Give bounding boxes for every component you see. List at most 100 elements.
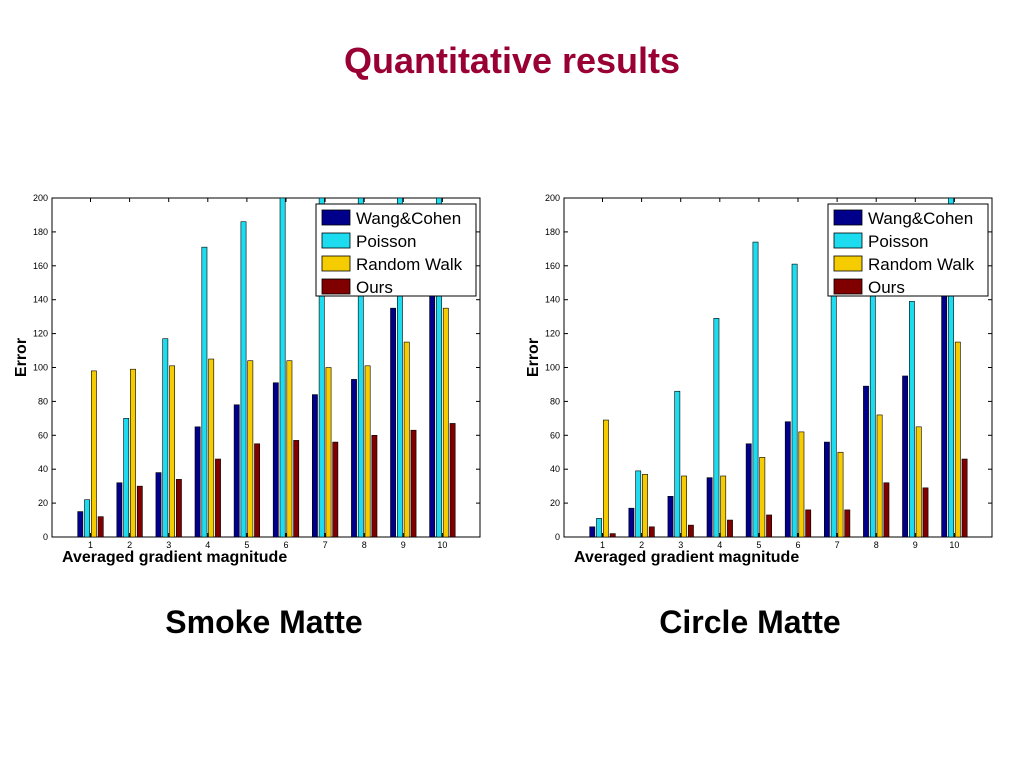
legend-label-poisson: Poisson	[868, 232, 928, 251]
bar-ours	[688, 524, 694, 538]
bar-ours	[883, 482, 890, 538]
bar-ours	[332, 441, 339, 538]
y-tick-label: 160	[545, 261, 560, 271]
bar-wang-cohen	[745, 443, 752, 538]
smoke-matte-chart: 0 20 40 60 80 100 120 140 160 180 200 1 2 3 4 5 6 7 8 9 10 Er…	[13, 193, 481, 566]
bar-random-walk	[798, 431, 805, 538]
bar-random-walk	[130, 368, 136, 538]
x-tick-label: 2	[639, 540, 644, 550]
bar-ours	[449, 423, 456, 538]
x-tick-label: 9	[913, 540, 918, 550]
x-tick-label: 4	[205, 540, 210, 550]
legend-swatch-random-walk	[321, 255, 351, 272]
bar-wang-cohen	[390, 307, 396, 538]
x-tick-label: 1	[88, 540, 93, 550]
x-tick-label: 10	[949, 540, 959, 550]
bar-ours	[176, 479, 182, 538]
y-tick-label: 40	[550, 464, 560, 474]
bar-poisson	[240, 221, 247, 538]
legend-label-wang-cohen: Wang&Cohen	[868, 209, 973, 228]
bar-ours	[410, 429, 417, 538]
bar-random-walk	[364, 365, 371, 538]
y-tick-label: 200	[545, 193, 560, 203]
y-tick-label: 20	[38, 498, 48, 508]
y-tick-label: 20	[550, 498, 560, 508]
y-tick-label: 0	[43, 532, 48, 542]
bar-ours	[805, 509, 812, 538]
bar-random-walk	[720, 475, 727, 538]
bar-ours	[97, 516, 104, 538]
bar-random-walk	[681, 475, 687, 538]
bar-poisson	[948, 197, 954, 538]
legend-swatch-ours	[833, 278, 863, 295]
legend-label-random-walk: Random Walk	[868, 255, 975, 274]
bar-poisson	[279, 197, 286, 538]
circle-matte-caption: Circle Matte	[659, 604, 841, 640]
bar-poisson	[201, 246, 208, 538]
bar-wang-cohen	[941, 290, 948, 538]
bar-wang-cohen	[233, 404, 240, 538]
y-tick-label: 60	[550, 430, 560, 440]
x-tick-label: 8	[362, 540, 367, 550]
bar-random-walk	[915, 426, 922, 538]
bar-wang-cohen	[784, 421, 791, 538]
bar-poisson	[318, 197, 325, 538]
y-tick-label: 40	[38, 464, 48, 474]
y-tick-label: 80	[550, 396, 560, 406]
y-tick-label: 120	[33, 329, 48, 339]
bar-poisson	[123, 418, 130, 538]
x-axis-label: Averaged gradient magnitude	[62, 549, 287, 566]
bar-wang-cohen	[194, 426, 201, 538]
smoke-matte-caption: Smoke Matte	[165, 604, 363, 640]
bar-ours	[136, 485, 143, 538]
x-tick-label: 8	[874, 540, 879, 550]
bar-ours	[371, 435, 378, 538]
legend-label-random-walk: Random Walk	[356, 255, 463, 274]
x-tick-label: 3	[166, 540, 171, 550]
bar-poisson	[674, 390, 681, 538]
bar-ours	[648, 526, 655, 538]
legend: Wang&Cohen Poisson Random Walk Ours	[315, 203, 477, 297]
x-tick-label: 6	[795, 540, 800, 550]
slide-title: Quantitative results	[343, 40, 681, 81]
bar-random-walk	[642, 473, 648, 538]
bar-wang-cohen	[628, 507, 635, 538]
x-tick-label: 1	[600, 540, 605, 550]
y-tick-label: 200	[33, 193, 48, 203]
y-axis-label: Error	[525, 338, 542, 377]
bar-random-walk	[208, 358, 215, 538]
bar-ours	[766, 514, 772, 538]
bar-wang-cohen	[155, 472, 162, 538]
y-tick-label: 180	[33, 227, 48, 237]
y-tick-label: 80	[38, 396, 48, 406]
bar-ours	[215, 458, 221, 538]
bar-wang-cohen	[823, 441, 830, 538]
x-tick-label: 3	[678, 540, 683, 550]
bar-ours	[844, 509, 851, 538]
bar-ours	[609, 533, 616, 538]
legend-swatch-random-walk	[833, 255, 863, 272]
y-tick-label: 160	[33, 261, 48, 271]
bar-wang-cohen	[429, 290, 436, 538]
bar-random-walk	[325, 367, 332, 538]
bar-ours	[961, 458, 968, 538]
bar-random-walk	[603, 419, 609, 538]
legend-swatch-poisson	[321, 232, 351, 249]
bar-ours	[727, 519, 733, 538]
legend-label-poisson: Poisson	[356, 232, 416, 251]
bar-wang-cohen	[589, 526, 596, 538]
y-tick-label: 140	[33, 295, 48, 305]
legend-label-ours: Ours	[356, 278, 393, 297]
bar-random-walk	[403, 341, 410, 538]
legend-swatch-ours	[321, 278, 351, 295]
bar-random-walk	[442, 307, 449, 538]
y-tick-label: 180	[545, 227, 560, 237]
x-tick-label: 2	[127, 540, 132, 550]
legend-swatch-wang-cohen	[833, 209, 863, 226]
legend-swatch-wang-cohen	[321, 209, 351, 226]
y-tick-label: 100	[545, 363, 560, 373]
x-tick-label: 10	[437, 540, 447, 550]
bar-poisson	[635, 470, 642, 538]
bar-random-walk	[954, 341, 961, 538]
y-tick-label: 120	[545, 329, 560, 339]
